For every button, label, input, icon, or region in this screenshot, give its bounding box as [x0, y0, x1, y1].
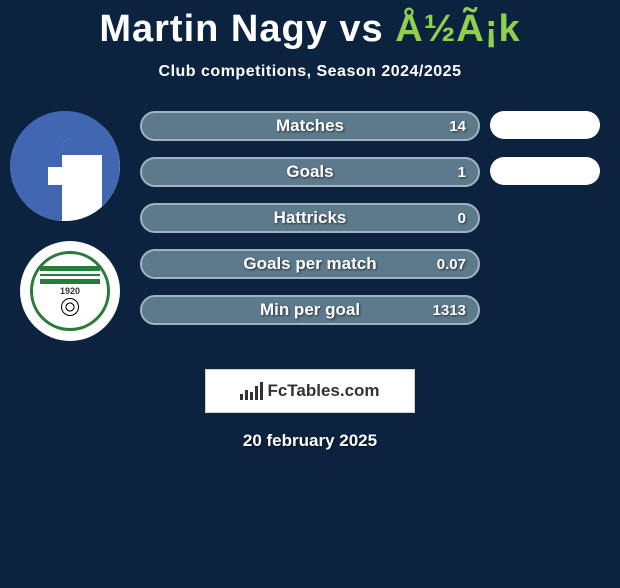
- date-text: 20 february 2025: [0, 431, 620, 451]
- player1-avatar: [10, 111, 120, 221]
- brand-text: FcTables.com: [267, 381, 379, 401]
- stat-row-hattricks: Hattricks 0: [140, 203, 480, 233]
- player2-pills-area: [490, 111, 600, 203]
- stat-value-p1: 1: [458, 164, 466, 181]
- stat-value-p1: 14: [449, 118, 466, 135]
- stat-row-goals: Goals 1: [140, 157, 480, 187]
- chart-bars-icon: [240, 382, 263, 400]
- stat-label: Goals per match: [142, 254, 478, 274]
- brand-box[interactable]: FcTables.com: [205, 369, 415, 413]
- player2-pill: [490, 157, 600, 185]
- stat-value-p1: 0: [458, 210, 466, 227]
- stat-bars-area: Matches 14 Goals 1 Hattricks 0 Goals per…: [140, 111, 480, 341]
- stat-row-min-per-goal: Min per goal 1313: [140, 295, 480, 325]
- stat-label: Goals: [142, 162, 478, 182]
- soccer-ball-icon: [61, 298, 79, 316]
- player2-name: Å½Ã¡k: [395, 8, 520, 50]
- subtitle-text: Club competitions, Season 2024/2025: [0, 63, 620, 81]
- club-stripes-icon: [40, 266, 100, 284]
- player1-name: Martin Nagy: [99, 8, 327, 50]
- club-year: 1920: [60, 286, 80, 296]
- stat-label: Hattricks: [142, 208, 478, 228]
- stat-label: Matches: [142, 116, 478, 136]
- stat-label: Min per goal: [142, 300, 478, 320]
- club-badge: 1920: [20, 241, 120, 341]
- comparison-title: Martin Nagy vs Å½Ã¡k: [0, 8, 620, 51]
- club-badge-inner: 1920: [30, 251, 110, 331]
- stat-row-matches: Matches 14: [140, 111, 480, 141]
- facebook-f-glyph: [62, 139, 102, 221]
- player2-pill: [490, 111, 600, 139]
- stat-value-p1: 0.07: [437, 256, 466, 273]
- vs-separator: vs: [339, 8, 383, 50]
- stat-value-p1: 1313: [433, 302, 466, 319]
- stats-container: 1920 Matches 14 Goals 1 Hattricks 0 Goal…: [0, 111, 620, 351]
- stat-row-goals-per-match: Goals per match 0.07: [140, 249, 480, 279]
